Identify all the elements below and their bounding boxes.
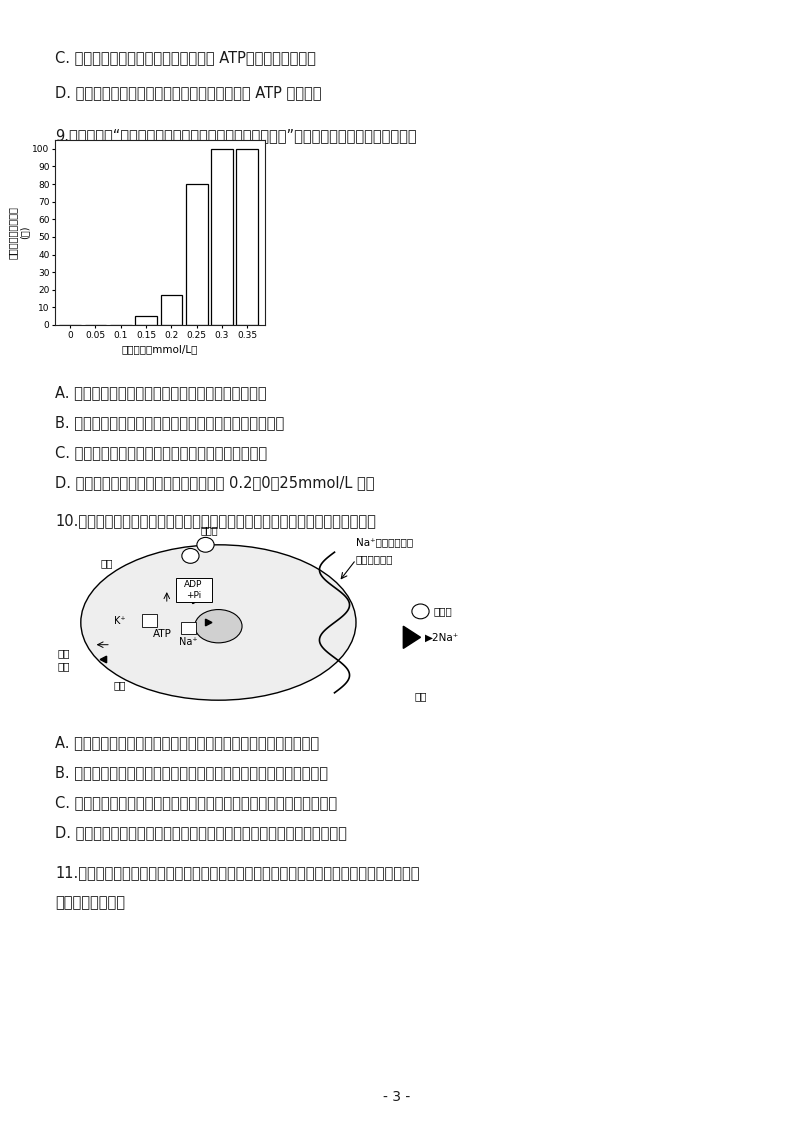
FancyBboxPatch shape xyxy=(181,622,195,634)
Text: C. 依据需要载体协助就可确定从小肠上皮细胞进入细胞外液是主动运输: C. 依据需要载体协助就可确定从小肠上皮细胞进入细胞外液是主动运输 xyxy=(55,795,337,810)
Text: 10.图示小肠上皮细胞部分物质的转运。下列关于葡萄糖运输方式的说法正确的是: 10.图示小肠上皮细胞部分物质的转运。下列关于葡萄糖运输方式的说法正确的是 xyxy=(55,513,376,528)
FancyBboxPatch shape xyxy=(175,578,211,602)
Text: 错误的是: 错误的是 xyxy=(55,158,90,173)
Text: ADP: ADP xyxy=(184,579,202,588)
Text: B. 实验中需要使用血细胞计数板、盖玻片、显微镜等价器: B. 实验中需要使用血细胞计数板、盖玻片、显微镜等价器 xyxy=(55,416,284,430)
Text: B. 依据逆浓度梯度运输就可确定从肠腔进入小肠上皮细胞是主动运输: B. 依据逆浓度梯度运输就可确定从肠腔进入小肠上皮细胞是主动运输 xyxy=(55,765,328,780)
Circle shape xyxy=(197,538,214,553)
Text: ATP: ATP xyxy=(153,629,172,639)
Polygon shape xyxy=(403,627,421,648)
Text: D. 依据顺浓度梯度运输就可确定从小肠上皮细胞进入细胞外液是协助扩散: D. 依据顺浓度梯度运输就可确定从小肠上皮细胞进入细胞外液是协助扩散 xyxy=(55,825,347,840)
Text: A. 实验主要原理是成熟的植物细胞能夠发生渗透作用: A. 实验主要原理是成熟的植物细胞能夠发生渗透作用 xyxy=(55,385,267,400)
Text: - 3 -: - 3 - xyxy=(384,1090,410,1104)
Text: +Pi: +Pi xyxy=(186,591,201,600)
Polygon shape xyxy=(206,619,212,626)
Polygon shape xyxy=(193,597,199,604)
Text: Na⁺驱动的葡萄糖: Na⁺驱动的葡萄糖 xyxy=(356,538,413,547)
Text: 11.某生物兴趣小组用如图所示的装置和实验材料探究酵母菌细胞呼吸的方式。下列对实验的: 11.某生物兴趣小组用如图所示的装置和实验材料探究酵母菌细胞呼吸的方式。下列对实… xyxy=(55,865,419,880)
Bar xyxy=(135,317,157,325)
Bar xyxy=(211,149,233,325)
Bar xyxy=(160,295,183,325)
Circle shape xyxy=(182,548,199,564)
Text: 载体: 载体 xyxy=(100,558,113,568)
Text: D. 肾小管上皮细胞的吸收功能较强，故而细胞内 ATP 的量较多: D. 肾小管上皮细胞的吸收功能较强，故而细胞内 ATP 的量较多 xyxy=(55,85,322,100)
Ellipse shape xyxy=(195,610,242,642)
X-axis label: 蜗糖浓度（mmol/L）: 蜗糖浓度（mmol/L） xyxy=(121,344,198,354)
Text: 肠腔: 肠腔 xyxy=(414,692,426,702)
Text: Na⁺: Na⁺ xyxy=(179,637,198,647)
Text: A. 依据需要载体协助就可确定从肠腔进入小肠上皮细胞是协助扩散: A. 依据需要载体协助就可确定从肠腔进入小肠上皮细胞是协助扩散 xyxy=(55,734,319,750)
Text: K⁺: K⁺ xyxy=(114,615,126,626)
Circle shape xyxy=(412,604,429,619)
Text: C. 肾小管上皮细胞吸收氨基酸时不消耗 ATP，故而为协助扩散: C. 肾小管上皮细胞吸收氨基酸时不消耗 ATP，故而为协助扩散 xyxy=(55,51,316,65)
Text: C. 叶表皮细胞洸润在蒸馏水中时，细胞体积基本不变: C. 叶表皮细胞洸润在蒸馏水中时，细胞体积基本不变 xyxy=(55,445,267,460)
Polygon shape xyxy=(100,656,106,663)
Text: 载体: 载体 xyxy=(114,681,125,691)
Text: 9.某同学探究“不同浓度蔗糖溶液对叶表皮细胞形态的影响”，得到如图所示结果。相关叙述: 9.某同学探究“不同浓度蔗糖溶液对叶表皮细胞形态的影响”，得到如图所示结果。相关… xyxy=(55,128,417,143)
Text: 细胞
外液: 细胞 外液 xyxy=(57,648,70,670)
Y-axis label: 质壁分离的细胞比例
(％): 质壁分离的细胞比例 (％) xyxy=(8,206,29,259)
FancyBboxPatch shape xyxy=(142,614,157,627)
Text: ▶2Na⁺: ▶2Na⁺ xyxy=(425,632,459,642)
Text: 葡萄糖: 葡萄糖 xyxy=(434,606,452,617)
Text: 同向转运载体: 同向转运载体 xyxy=(356,554,394,564)
Ellipse shape xyxy=(81,545,356,701)
Text: D. 结果表明大多数细胞的细胞液浓度介于 0.2～0．25mmol/L 之间: D. 结果表明大多数细胞的细胞液浓度介于 0.2～0．25mmol/L 之间 xyxy=(55,475,375,490)
Bar xyxy=(237,149,258,325)
Text: 分析，不合理的是: 分析，不合理的是 xyxy=(55,895,125,910)
Text: 葡萄糖: 葡萄糖 xyxy=(201,526,218,536)
Bar xyxy=(186,184,207,325)
